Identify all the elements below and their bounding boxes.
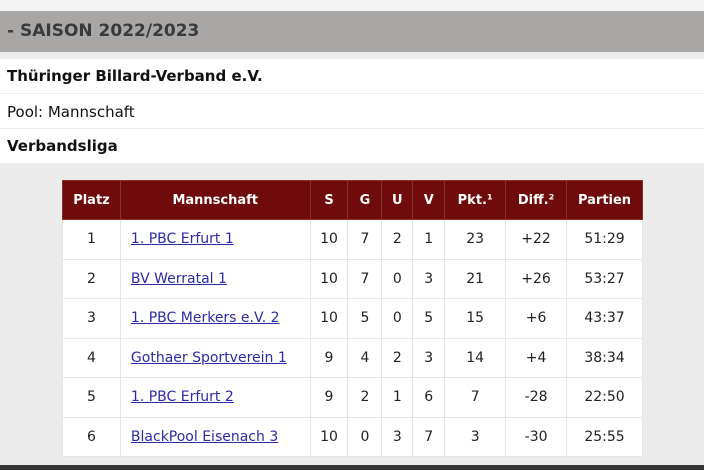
column-header-mannschaft: Mannschaft (119, 180, 311, 220)
cell-platz: 5 (62, 377, 121, 418)
column-header-verloren: V (412, 180, 446, 220)
cell-punkte: 23 (444, 219, 507, 260)
cell-verloren: 5 (412, 298, 446, 339)
cell-spiele: 10 (309, 258, 349, 299)
cell-spiele: 10 (309, 219, 349, 260)
team-link[interactable]: BV Werratal 1 (130, 270, 227, 287)
cell-platz: 1 (62, 219, 121, 260)
team-link[interactable]: 1. PBC Erfurt 1 (130, 231, 234, 248)
cell-punkte: 7 (444, 377, 507, 418)
cell-unentschieden: 0 (381, 298, 414, 339)
cell-partien: 53:27 (566, 258, 643, 299)
cell-mannschaft: Gothaer Sportverein 1 (119, 337, 311, 378)
cell-verloren: 1 (412, 219, 446, 260)
cell-spiele: 9 (309, 377, 349, 418)
cell-spiele: 10 (309, 416, 349, 457)
cell-gewonnen: 2 (347, 377, 383, 418)
team-link[interactable]: 1. PBC Merkers e.V. 2 (130, 310, 280, 327)
table-header-row: Platz Mannschaft S G U V Pkt.¹ Diff.² Partien (62, 180, 643, 220)
team-link[interactable]: 1. PBC Erfurt 2 (130, 389, 234, 406)
cell-gewonnen: 7 (347, 219, 383, 260)
cell-platz: 6 (62, 416, 121, 457)
cell-gewonnen: 4 (347, 337, 383, 378)
association-name: Thüringer Billard-Verband e.V. (0, 59, 704, 93)
cell-mannschaft: 1. PBC Merkers e.V. 2 (119, 298, 311, 339)
cell-punkte: 15 (444, 298, 507, 339)
cell-mannschaft: BV Werratal 1 (119, 258, 311, 299)
column-header-differenz: Diff.² (505, 180, 568, 220)
cell-unentschieden: 1 (381, 377, 414, 418)
cell-gewonnen: 5 (347, 298, 383, 339)
cell-differenz: -30 (505, 416, 568, 457)
cell-differenz: +22 (505, 219, 568, 260)
cell-platz: 2 (62, 258, 121, 299)
cell-partien: 38:34 (566, 337, 643, 378)
cell-unentschieden: 3 (381, 416, 414, 457)
cell-partien: 25:55 (566, 416, 643, 457)
table-row: 6 BlackPool Eisenach 3 10 0 3 7 3 -30 25:55 (62, 416, 643, 457)
table-row: 3 1. PBC Merkers e.V. 2 10 5 0 5 15 +6 43:37 (62, 298, 643, 339)
cell-mannschaft: BlackPool Eisenach 3 (119, 416, 311, 457)
cell-spiele: 10 (309, 298, 349, 339)
cell-differenz: +6 (505, 298, 568, 339)
cell-punkte: 21 (444, 258, 507, 299)
season-title: - SAISON 2022/2023 (0, 11, 704, 52)
cell-verloren: 6 (412, 377, 446, 418)
column-header-gewonnen: G (347, 180, 383, 220)
cell-verloren: 7 (412, 416, 446, 457)
footer-bar (0, 465, 704, 470)
column-header-platz: Platz (62, 180, 121, 220)
cell-partien: 51:29 (566, 219, 643, 260)
cell-mannschaft: 1. PBC Erfurt 2 (119, 377, 311, 418)
column-header-partien: Partien (566, 180, 643, 220)
cell-spiele: 9 (309, 337, 349, 378)
cell-differenz: +4 (505, 337, 568, 378)
cell-mannschaft: 1. PBC Erfurt 1 (119, 219, 311, 260)
column-header-spiele: S (309, 180, 349, 220)
table-row: 4 Gothaer Sportverein 1 9 4 2 3 14 +4 38:34 (62, 337, 643, 378)
cell-differenz: +26 (505, 258, 568, 299)
cell-unentschieden: 2 (381, 219, 414, 260)
league-name: Verbandsliga (0, 129, 704, 163)
cell-differenz: -28 (505, 377, 568, 418)
cell-gewonnen: 0 (347, 416, 383, 457)
cell-gewonnen: 7 (347, 258, 383, 299)
cell-partien: 43:37 (566, 298, 643, 339)
table-row: 5 1. PBC Erfurt 2 9 2 1 6 7 -28 22:50 (62, 377, 643, 418)
cell-unentschieden: 2 (381, 337, 414, 378)
cell-punkte: 14 (444, 337, 507, 378)
top-strip (0, 0, 704, 11)
cell-verloren: 3 (412, 337, 446, 378)
cell-platz: 3 (62, 298, 121, 339)
table-row: 1 1. PBC Erfurt 1 10 7 2 1 23 +22 51:29 (62, 219, 643, 260)
cell-verloren: 3 (412, 258, 446, 299)
column-header-punkte: Pkt.¹ (444, 180, 507, 220)
discipline-label: Pool: Mannschaft (0, 94, 704, 128)
table-row: 2 BV Werratal 1 10 7 0 3 21 +26 53:27 (62, 258, 643, 299)
cell-punkte: 3 (444, 416, 507, 457)
cell-unentschieden: 0 (381, 258, 414, 299)
team-link[interactable]: BlackPool Eisenach 3 (130, 428, 279, 445)
column-header-unentschieden: U (381, 180, 414, 220)
cell-partien: 22:50 (566, 377, 643, 418)
team-link[interactable]: Gothaer Sportverein 1 (130, 349, 287, 366)
cell-platz: 4 (62, 337, 121, 378)
